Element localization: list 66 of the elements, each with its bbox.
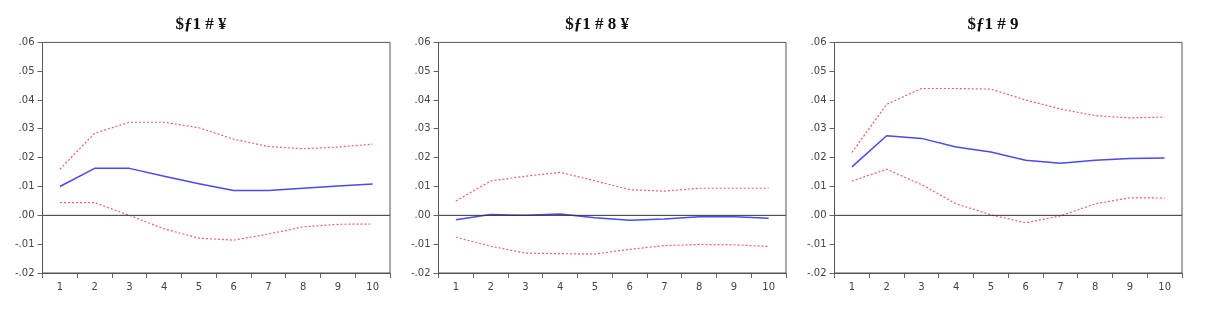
- y-tick-label: .05: [414, 64, 431, 76]
- y-tick-label: .02: [810, 151, 827, 163]
- x-tick-label: 1: [848, 280, 856, 292]
- y-tick-label: .06: [414, 35, 431, 47]
- x-tick-label: 1: [56, 280, 64, 292]
- y-tick-label: .00: [414, 208, 431, 220]
- y-tick-label: .06: [18, 35, 35, 47]
- chart-title: $ƒ1 # 9: [967, 13, 1019, 33]
- line-series: [455, 171, 770, 202]
- x-tick-label: 5: [195, 280, 203, 292]
- x-tick-label: 6: [1022, 280, 1029, 292]
- y-tick-label: -.02: [807, 266, 827, 278]
- x-tick-label: 8: [1091, 280, 1099, 292]
- x-tick-label: 2: [487, 280, 494, 292]
- x-tick-label: 7: [661, 280, 668, 292]
- y-tick-label: -.01: [807, 237, 827, 249]
- x-tick-label: 10: [366, 280, 379, 292]
- x-tick-label: 7: [1057, 280, 1064, 292]
- y-tick-label: -.01: [411, 237, 431, 249]
- x-tick-label: 6: [626, 280, 633, 292]
- x-tick-label: 4: [160, 280, 168, 292]
- y-tick-label: .02: [18, 151, 35, 163]
- x-tick-label: 3: [522, 280, 529, 292]
- x-tick-label: 8: [695, 280, 703, 292]
- line-series: [455, 236, 770, 255]
- x-tick-label: 7: [265, 280, 272, 292]
- y-tick-label: .00: [18, 208, 35, 220]
- x-tick-label: 9: [334, 280, 342, 292]
- line-series: [851, 87, 1166, 154]
- x-tick-label: 10: [1158, 280, 1171, 292]
- y-tick-label: .03: [18, 122, 35, 134]
- x-tick-label: 2: [883, 280, 890, 292]
- x-tick-label: 4: [952, 280, 960, 292]
- x-tick-label: 3: [918, 280, 925, 292]
- line-series: [851, 168, 1166, 224]
- y-tick-label: .05: [810, 64, 827, 76]
- y-tick-label: .01: [18, 180, 35, 192]
- x-tick-label: 6: [230, 280, 237, 292]
- line-series: [59, 202, 374, 241]
- line-series: [59, 121, 374, 170]
- y-tick-label: -.01: [15, 237, 35, 249]
- y-tick-label: .04: [414, 93, 431, 105]
- x-tick-label: 10: [762, 280, 775, 292]
- y-tick-label: .04: [810, 93, 827, 105]
- x-tick-label: 4: [556, 280, 564, 292]
- x-tick-label: 5: [987, 280, 995, 292]
- x-tick-label: 8: [299, 280, 307, 292]
- x-tick-label: 9: [1126, 280, 1134, 292]
- y-tick-label: .00: [810, 208, 827, 220]
- x-tick-label: 5: [591, 280, 599, 292]
- x-tick-label: 2: [91, 280, 98, 292]
- y-tick-label: .03: [414, 122, 431, 134]
- y-tick-label: -.02: [15, 266, 35, 278]
- y-tick-label: .02: [414, 151, 431, 163]
- y-tick-label: -.02: [411, 266, 431, 278]
- y-tick-label: .04: [18, 93, 35, 105]
- y-tick-label: .05: [18, 64, 35, 76]
- y-tick-label: .06: [810, 35, 827, 47]
- x-tick-label: 1: [452, 280, 460, 292]
- chart-title: $ƒ1 # 8 ¥: [565, 13, 630, 33]
- x-tick-label: 3: [126, 280, 133, 292]
- chart-title: $ƒ1 # ¥: [175, 13, 227, 33]
- y-tick-label: .01: [810, 180, 827, 192]
- x-tick-label: 9: [730, 280, 738, 292]
- y-tick-label: .01: [414, 180, 431, 192]
- y-tick-label: .03: [810, 122, 827, 134]
